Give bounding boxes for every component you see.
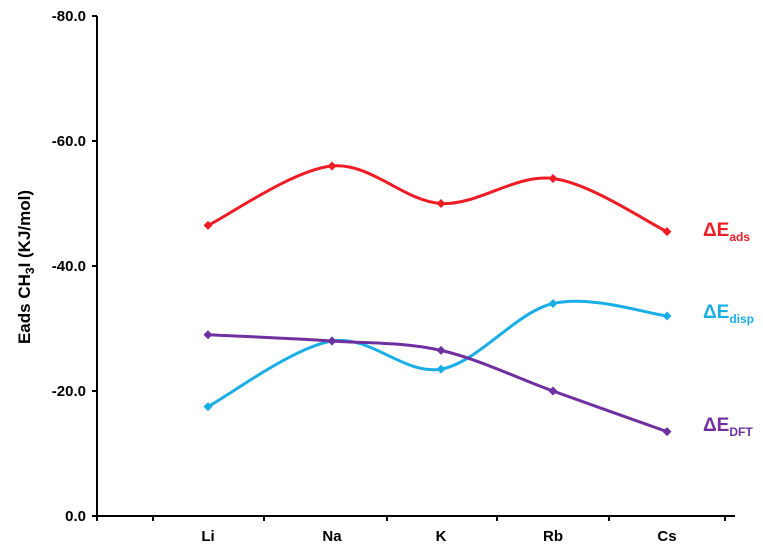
series-label-disp: ΔEdisp xyxy=(703,302,754,326)
axes xyxy=(96,16,735,517)
data-point-DFT xyxy=(327,336,337,346)
data-point-DFT xyxy=(662,427,672,437)
y-axis-title: Eads CH3I (KJ/mol) xyxy=(15,190,37,344)
x-tick-label: K xyxy=(436,528,447,545)
y-tick-label: 0.0 xyxy=(65,508,86,525)
data-point-DFT xyxy=(203,330,213,340)
data-point-ads xyxy=(327,161,337,171)
data-point-ads xyxy=(662,227,672,237)
series-line-DFT xyxy=(207,333,668,434)
series-label-ads: ΔEads xyxy=(703,220,750,244)
series-layer xyxy=(203,161,672,437)
x-tick-label: Li xyxy=(201,528,214,545)
series-line-disp xyxy=(207,299,668,408)
series-labels: ΔEads ΔEdisp ΔEDFT xyxy=(703,220,754,439)
data-point-ads xyxy=(548,174,558,183)
data-point-disp xyxy=(548,299,558,308)
data-point-disp xyxy=(662,311,672,321)
y-tick-label: -60.0 xyxy=(52,133,86,150)
x-ticks: Li Na K Rb Cs xyxy=(96,516,726,545)
series-label-DFT: ΔEDFT xyxy=(703,415,753,439)
series-line-ads xyxy=(207,164,668,233)
x-tick-label: Rb xyxy=(543,528,563,545)
data-point-disp xyxy=(203,402,213,412)
y-tick-label: -40.0 xyxy=(52,258,86,275)
data-point-disp xyxy=(436,364,446,374)
y-ticks: -80.0 -60.0 -40.0 -20.0 0.0 xyxy=(52,8,97,525)
data-point-ads xyxy=(203,220,213,230)
x-tick-label: Cs xyxy=(657,528,676,545)
x-tick-label: Na xyxy=(322,528,342,545)
data-point-DFT xyxy=(548,386,558,396)
data-point-ads xyxy=(436,199,446,208)
data-point-DFT xyxy=(436,345,446,355)
y-tick-label: -80.0 xyxy=(52,8,86,25)
y-tick-label: -20.0 xyxy=(52,383,86,400)
